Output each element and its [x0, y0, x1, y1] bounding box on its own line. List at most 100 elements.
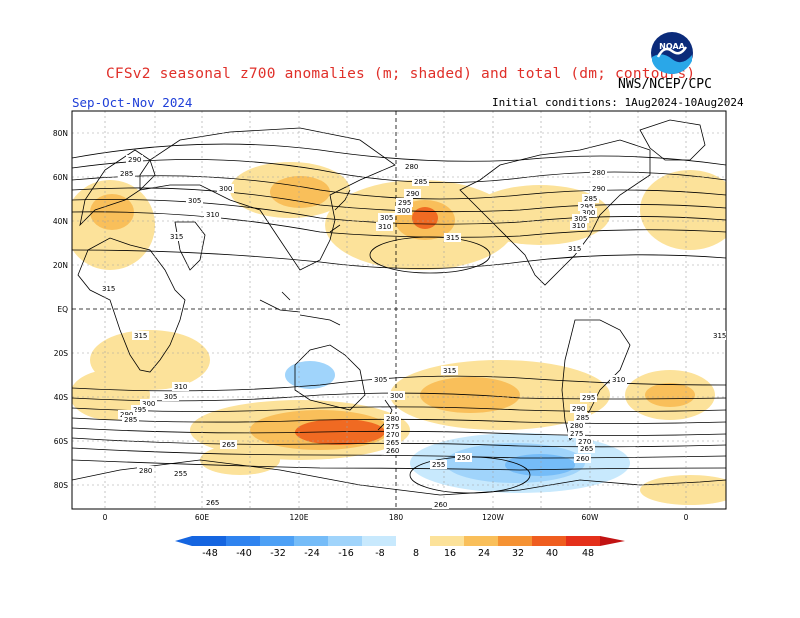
contour-label: 295 — [582, 394, 595, 402]
contour-label: 275 — [386, 423, 399, 431]
contour-label: 310 — [612, 376, 625, 384]
contour-label: 280 — [592, 169, 605, 177]
lat-label: 40N — [53, 217, 68, 226]
contour-label: 255 — [174, 470, 187, 478]
contour-label: 290 — [128, 156, 141, 164]
colorbar-swatch — [498, 536, 532, 546]
colorbar-swatch — [226, 536, 260, 546]
colorbar-swatch — [464, 536, 498, 546]
latitude-labels: 80N 60N 40N 20N EQ 20S 40S 60S 80S — [53, 129, 68, 490]
contour-label: 265 — [386, 439, 399, 447]
colorbar-tick: -48 — [202, 548, 218, 559]
colorbar-swatch — [566, 536, 600, 546]
contour-label: 250 — [457, 454, 470, 462]
colorbar-tick: -24 — [304, 548, 320, 559]
lat-label: 40S — [54, 393, 69, 402]
colorbar-swatch — [260, 536, 294, 546]
colorbar-arrow-left — [175, 536, 192, 546]
contour-label: 315 — [568, 245, 581, 253]
noaa-logo-text: NOAA — [659, 42, 685, 51]
initial-conditions-label: Initial conditions: 1Aug2024-10Aug2024 — [492, 96, 744, 109]
colorbar: -48 -40 -32 -24 -16 -8 8 16 24 32 40 48 — [175, 536, 625, 559]
contour-label: 270 — [386, 431, 399, 439]
lat-label: 20S — [54, 349, 69, 358]
contour-label: 315 — [446, 234, 459, 242]
colorbar-tick: 24 — [478, 548, 490, 559]
colorbar-tick: -16 — [338, 548, 354, 559]
contour-label: 260 — [576, 455, 589, 463]
season-label: Sep-Oct-Nov 2024 — [72, 95, 193, 110]
colorbar-swatch — [430, 536, 464, 546]
contour-label: 305 — [164, 393, 177, 401]
colorbar-swatch — [294, 536, 328, 546]
colorbar-tick: -32 — [270, 548, 286, 559]
lat-label: 20N — [53, 261, 68, 270]
contour-label: 315 — [713, 332, 726, 340]
contour-label: 285 — [414, 178, 427, 186]
lon-label: 0 — [103, 513, 108, 522]
contour-label: 280 — [386, 415, 399, 423]
contour-label: 310 — [572, 222, 585, 230]
contour-label: 315 — [134, 332, 147, 340]
lat-label: 80N — [53, 129, 68, 138]
contour-label: 265 — [206, 499, 219, 507]
map-frame — [71, 110, 727, 510]
colorbar-swatch — [362, 536, 396, 546]
colorbar-arrow-right — [600, 536, 625, 546]
contour-label: 295 — [580, 203, 593, 211]
lon-label: 180 — [389, 513, 404, 522]
contour-label: 305 — [188, 197, 201, 205]
colorbar-tick: 32 — [512, 548, 524, 559]
lat-label: EQ — [57, 305, 68, 314]
contour-label: 305 — [380, 214, 393, 222]
contour-label: 315 — [443, 367, 456, 375]
contour-label: 310 — [206, 211, 219, 219]
longitude-labels: 0 60E 120E 180 120W 60W 0 — [103, 513, 689, 522]
contour-label: 295 — [133, 406, 146, 414]
contour-label: 260 — [434, 501, 447, 509]
contour-label: 300 — [582, 209, 595, 217]
contour-label: 285 — [576, 414, 589, 422]
contour-label: 270 — [578, 438, 591, 446]
contour-label: 305 — [574, 215, 587, 223]
colorbar-tick: 48 — [582, 548, 594, 559]
contour-label: 285 — [584, 195, 597, 203]
colorbar-tick: 40 — [546, 548, 558, 559]
contour-label: 255 — [432, 461, 445, 469]
lon-label: 120W — [482, 513, 504, 522]
contour-label: 305 — [374, 376, 387, 384]
map-title: CFSv2 seasonal z700 anomalies (m; shaded… — [106, 66, 696, 82]
contour-label: 285 — [124, 416, 137, 424]
contour-label: 265 — [222, 441, 235, 449]
colorbar-tick: 8 — [413, 548, 419, 559]
colorbar-tick: 16 — [444, 548, 456, 559]
contour-label: 300 — [397, 207, 410, 215]
lat-label: 60N — [53, 173, 68, 182]
contour-label: 280 — [405, 163, 418, 171]
contour-label: 290 — [572, 405, 585, 413]
contour-label: 315 — [102, 285, 115, 293]
contour-label: 260 — [386, 447, 399, 455]
colorbar-swatch — [328, 536, 362, 546]
colorbar-tick: -8 — [375, 548, 384, 559]
lon-label: 60W — [582, 513, 600, 522]
contour-label: 310 — [378, 223, 391, 231]
contour-label: 285 — [120, 170, 133, 178]
lon-label: 60E — [195, 513, 210, 522]
contour-label: 310 — [174, 383, 187, 391]
contour-label: 280 — [139, 467, 152, 475]
contour-label: 290 — [406, 190, 419, 198]
lon-label: 120E — [289, 513, 308, 522]
contour-label: 265 — [580, 445, 593, 453]
contour-label: 300 — [142, 400, 155, 408]
colorbar-tick: -40 — [236, 548, 252, 559]
anomaly-shading — [72, 162, 726, 505]
colorbar-swatch — [532, 536, 566, 546]
lon-label: 0 — [684, 513, 689, 522]
lat-label: 60S — [54, 437, 69, 446]
colorbar-swatch — [396, 536, 430, 546]
contour-label: 295 — [398, 199, 411, 207]
colorbar-swatch — [192, 536, 226, 546]
contour-label: 280 — [570, 422, 583, 430]
